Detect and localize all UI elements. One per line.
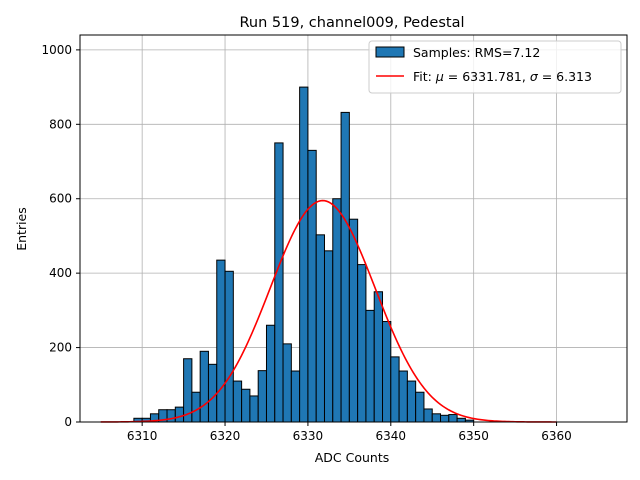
x-tick-label: 6350 (458, 429, 489, 443)
histogram-bar (398, 370, 408, 423)
histogram-bar (166, 409, 176, 423)
histogram-bar (406, 380, 417, 423)
x-tick-label: 6330 (293, 429, 324, 443)
y-tick-label: 400 (49, 266, 72, 280)
y-tick-label: 600 (49, 192, 72, 206)
histogram-bar (290, 370, 301, 423)
y-tick-label: 1000 (41, 43, 72, 57)
legend-label-fit: Fit: μ = 6331.781, σ = 6.313 (413, 69, 592, 84)
histogram-bars (133, 86, 475, 423)
legend-fit-sigma-symbol: σ (530, 69, 539, 84)
histogram-bar (448, 414, 458, 423)
y-tick-label: 800 (49, 117, 72, 131)
histogram-bar (265, 324, 276, 423)
histogram-bar (257, 370, 267, 423)
histogram-bar (340, 111, 350, 423)
x-tick-label: 6310 (127, 429, 158, 443)
histogram-bar (216, 259, 226, 423)
histogram-bar (415, 391, 425, 423)
legend-fit-mu-text: = 6331.781, (444, 69, 530, 84)
histogram-bar (373, 291, 384, 423)
x-tick-label: 6340 (376, 429, 407, 443)
histogram-bar (224, 270, 234, 423)
histogram-bar (431, 413, 442, 423)
histogram-bar (423, 408, 433, 423)
legend-box (368, 40, 622, 94)
fit-curve-layer (100, 199, 557, 423)
histogram-bar (207, 363, 218, 423)
x-axis-ticks: 6310 6320 6330 6340 6350 6360 (127, 422, 572, 443)
y-tick-label: 200 (49, 341, 72, 355)
y-axis-ticks: 0 200 400 600 800 1000 (41, 43, 80, 429)
chart-title: Run 519, channel009, Pedestal (239, 15, 464, 31)
histogram-bar (199, 350, 209, 423)
histogram-bar (323, 250, 334, 423)
histogram-bar (249, 395, 259, 423)
y-tick-label: 0 (64, 415, 72, 429)
histogram-bar (282, 343, 292, 423)
histogram-bar (357, 264, 367, 423)
plot-frame (79, 34, 628, 423)
histogram-bar (191, 391, 201, 423)
legend-label-histogram: Samples: RMS=7.12 (413, 45, 540, 60)
legend-fit-prefix: Fit: (413, 69, 436, 84)
histogram-bar (274, 142, 284, 423)
legend: Samples: RMS=7.12 Fit: μ = 6331.781, σ =… (368, 40, 622, 94)
histogram-bar (390, 356, 400, 423)
legend-swatch-histogram (375, 46, 405, 58)
x-tick-label: 6320 (210, 429, 241, 443)
fit-curve (100, 199, 557, 423)
legend-fit-sigma-text: = 6.313 (538, 69, 592, 84)
histogram-bar (241, 388, 251, 423)
histogram-bar (315, 234, 325, 423)
histogram-bar (299, 86, 309, 423)
y-axis-label: Entries (14, 207, 29, 251)
histogram-bar (332, 198, 342, 423)
x-axis-label: ADC Counts (315, 450, 390, 465)
histogram-bar (174, 406, 185, 423)
histogram-bar (232, 380, 243, 423)
histogram-bar (348, 218, 359, 423)
legend-fit-mu-symbol: μ (435, 69, 444, 84)
histogram-bar (440, 414, 450, 423)
histogram-bar (456, 417, 466, 423)
histogram-bar (382, 321, 392, 423)
x-tick-label: 6360 (541, 429, 572, 443)
histogram-bar (307, 149, 317, 423)
histogram-bar (365, 309, 375, 423)
